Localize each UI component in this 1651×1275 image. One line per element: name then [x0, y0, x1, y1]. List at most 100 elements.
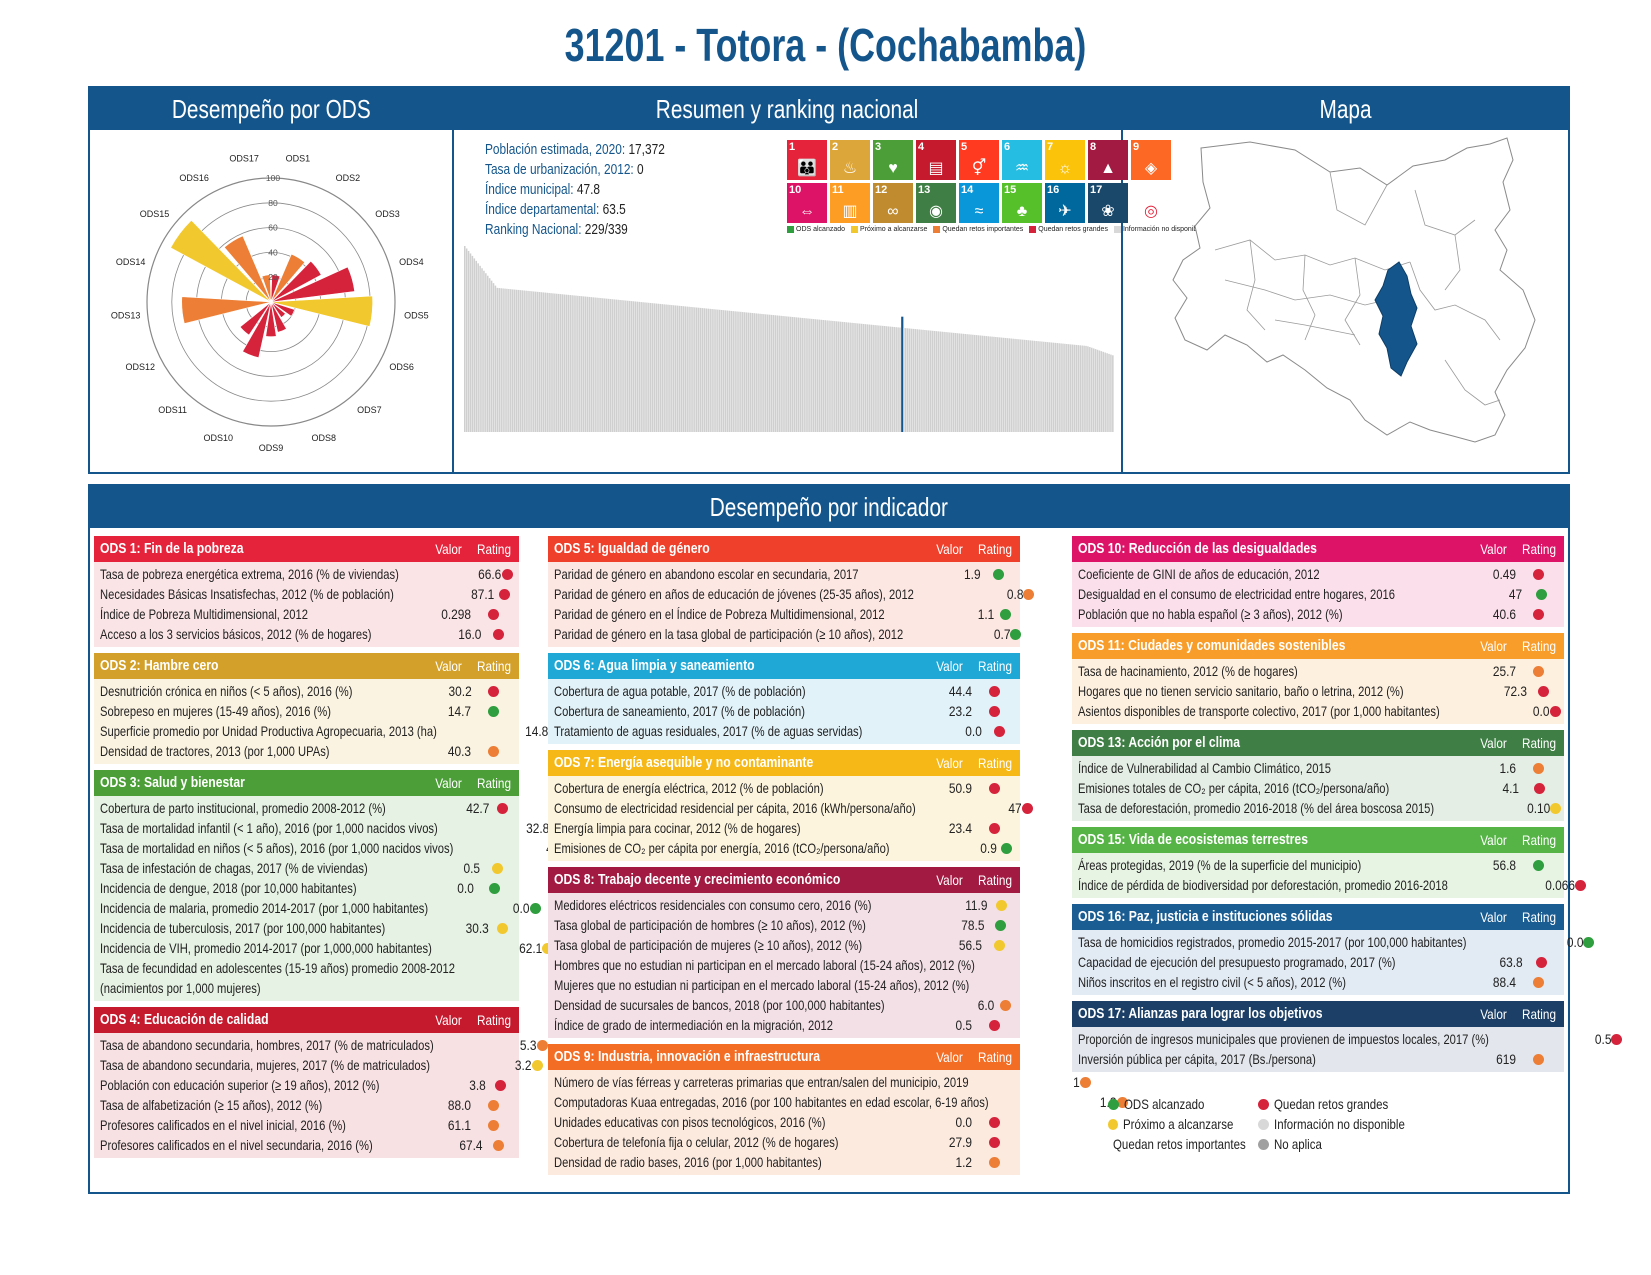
- indicator-row: Tasa de hacinamiento, 2012 (% de hogares…: [1072, 661, 1564, 681]
- sdg-legend-item: Información no disponible: [1113, 226, 1203, 233]
- ranking-bar: [895, 327, 897, 432]
- indicator-row: Sobrepeso en mujeres (15-49 años), 2016 …: [94, 701, 519, 721]
- indicator-row: Desnutrición crónica en niños (< 5 años)…: [94, 681, 519, 701]
- ranking-bar: [557, 293, 560, 432]
- rating-dot: [1023, 588, 1035, 600]
- rating-dot: [1550, 802, 1562, 814]
- indicator-section: ODS 2: Hambre cero Valor Rating Desnutrició…: [94, 653, 560, 764]
- ranking-bar: [910, 328, 913, 432]
- ranking-bar: [671, 305, 673, 432]
- ranking-bar: [887, 326, 890, 432]
- sdg-rating-grid: 1 👪 2 ♨ 3 ♥ 4 ▤ 5 ⚥ 6 ♒ 7 ☼ 8 ▲ 9 ◈ 10 ⇔ 11 ▥ 12 ∞ 13 ◉ 14 ≈15 ♣ 16 ✈ 1…: [787, 140, 1247, 233]
- ranking-bar: [1083, 345, 1085, 432]
- rating-cell: [1516, 665, 1560, 677]
- ranking-bar: [1092, 348, 1095, 432]
- ranking-bar: [789, 316, 792, 432]
- indicator-row: Índice de Vulnerabilidad al Cambio Climá…: [1072, 758, 1564, 778]
- ranking-bar: [517, 289, 520, 432]
- ranking-bar: [985, 336, 988, 432]
- rating-dot: [994, 919, 1006, 931]
- ranking-bar: [1027, 340, 1030, 432]
- indicator-row: Paridad de género en la tasa global de p…: [548, 624, 1022, 644]
- ranking-bar: [952, 332, 955, 432]
- rating-header: Rating: [1522, 1006, 1556, 1022]
- ranking-bar: [998, 337, 1001, 432]
- indicator-label: Desigualdad en el consumo de electricida…: [1078, 586, 1395, 602]
- indicator-rows: Tasa de abandono secundaria, hombres, 20…: [94, 1033, 548, 1158]
- radar-axis-label: ODS1: [286, 153, 311, 163]
- rating-dot: [487, 745, 499, 757]
- ranking-bar: [615, 299, 617, 432]
- ranking-bar: [728, 310, 731, 432]
- summary-frame: Desempeño por ODS Resumen y ranking naci…: [88, 86, 1570, 474]
- indicator-value: 6.0: [978, 997, 995, 1013]
- indicator-value: 0.7: [993, 626, 1011, 642]
- ranking-bar: [473, 258, 476, 432]
- ranking-bar: [993, 336, 995, 432]
- ranking-bar: [579, 295, 581, 432]
- indicator-rows: Coeficiente de GINI de años de educación…: [1072, 562, 1564, 627]
- indicator-value: 56.8: [1492, 857, 1516, 873]
- indicator-value: 0.298: [441, 606, 471, 622]
- dove-icon: ✈: [1058, 203, 1072, 220]
- rating-cell: [1611, 1033, 1623, 1045]
- sdg-tile: 10 ⇔: [787, 183, 827, 223]
- indicator-row: Cobertura de parto institucional, promed…: [94, 798, 519, 818]
- indicator-value: 3.8: [469, 1077, 487, 1093]
- indicator-value: 0.0: [1533, 703, 1550, 719]
- stat-label: Ranking Nacional:: [485, 222, 582, 238]
- rating-cell: [1519, 782, 1560, 794]
- indicator-value: 1.6: [1499, 760, 1516, 776]
- valor-header: Valor: [1480, 909, 1507, 925]
- sdg-number: 3: [875, 141, 882, 153]
- rating-dot: [493, 1139, 505, 1151]
- ranking-bar: [469, 253, 472, 432]
- indicator-value: 42.7: [466, 800, 490, 816]
- rating-cell: [480, 862, 515, 874]
- ranking-bar: [471, 255, 474, 432]
- ranking-bar: [1066, 343, 1068, 432]
- ranking-bar: [676, 305, 679, 432]
- rating-cell: [482, 1139, 515, 1151]
- rating-cell: [984, 919, 1016, 931]
- ranking-bar: [674, 305, 677, 432]
- ranking-bar: [577, 295, 579, 432]
- ranking-bar: [655, 303, 658, 432]
- ranking-bar: [753, 313, 756, 432]
- legend-label: ODS alcanzado: [1124, 1096, 1205, 1112]
- ranking-bar: [962, 333, 965, 432]
- ranking-bar: [500, 288, 502, 432]
- ranking-bar: [546, 292, 548, 432]
- indicator-label: Cobertura de telefonía fija o celular, 2…: [554, 1134, 839, 1150]
- sdg-tile: 5 ⚥: [959, 140, 999, 180]
- indicator-row: Tasa de mortalidad en niños (< 5 años), …: [94, 838, 580, 858]
- rating-cell: [1527, 685, 1560, 697]
- indicator-value: 0.8: [1006, 586, 1024, 602]
- sdg-tile: ◎: [1131, 183, 1171, 223]
- summary-stats: Población estimada, 2020: 17,372 Tasa de…: [485, 140, 785, 240]
- ranking-bar: [1050, 342, 1053, 432]
- rating-cell: [1080, 1076, 1092, 1088]
- ranking-bar: [774, 315, 777, 432]
- radar-axis-label: ODS12: [126, 362, 156, 372]
- rating-cell: [1523, 956, 1560, 968]
- rating-dot: [487, 608, 499, 620]
- stat-ranking: Ranking Nacional: 229/339: [485, 220, 780, 240]
- sdg-number: 9: [1133, 141, 1140, 153]
- ranking-bar: [878, 325, 880, 432]
- ranking-bar: [970, 334, 972, 432]
- valor-header: Valor: [936, 658, 963, 674]
- section-title: ODS 8: Trabajo decente y crecimiento eco…: [554, 872, 841, 888]
- indicator-value: 40.3: [447, 743, 471, 759]
- ranking-bar: [580, 296, 583, 432]
- indicator-value: 0.9: [980, 840, 998, 856]
- rating-cell: [542, 942, 554, 954]
- indicator-value: 0.10: [1527, 800, 1551, 816]
- indicator-value: 619: [1496, 1051, 1516, 1067]
- rating-dot: [491, 862, 503, 874]
- ranking-bar: [1012, 338, 1014, 432]
- ranking-bar: [653, 303, 656, 432]
- ranking-bar: [1023, 339, 1026, 432]
- indicator-value: 0.0: [513, 900, 530, 916]
- ranking-bar: [569, 295, 571, 432]
